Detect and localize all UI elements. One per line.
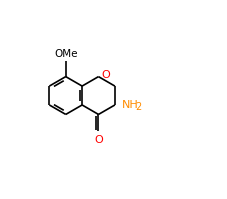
Text: O: O [101, 70, 110, 80]
Text: NH: NH [122, 100, 138, 110]
Text: 2: 2 [135, 102, 141, 112]
Text: O: O [94, 135, 103, 145]
Text: OMe: OMe [54, 49, 77, 59]
